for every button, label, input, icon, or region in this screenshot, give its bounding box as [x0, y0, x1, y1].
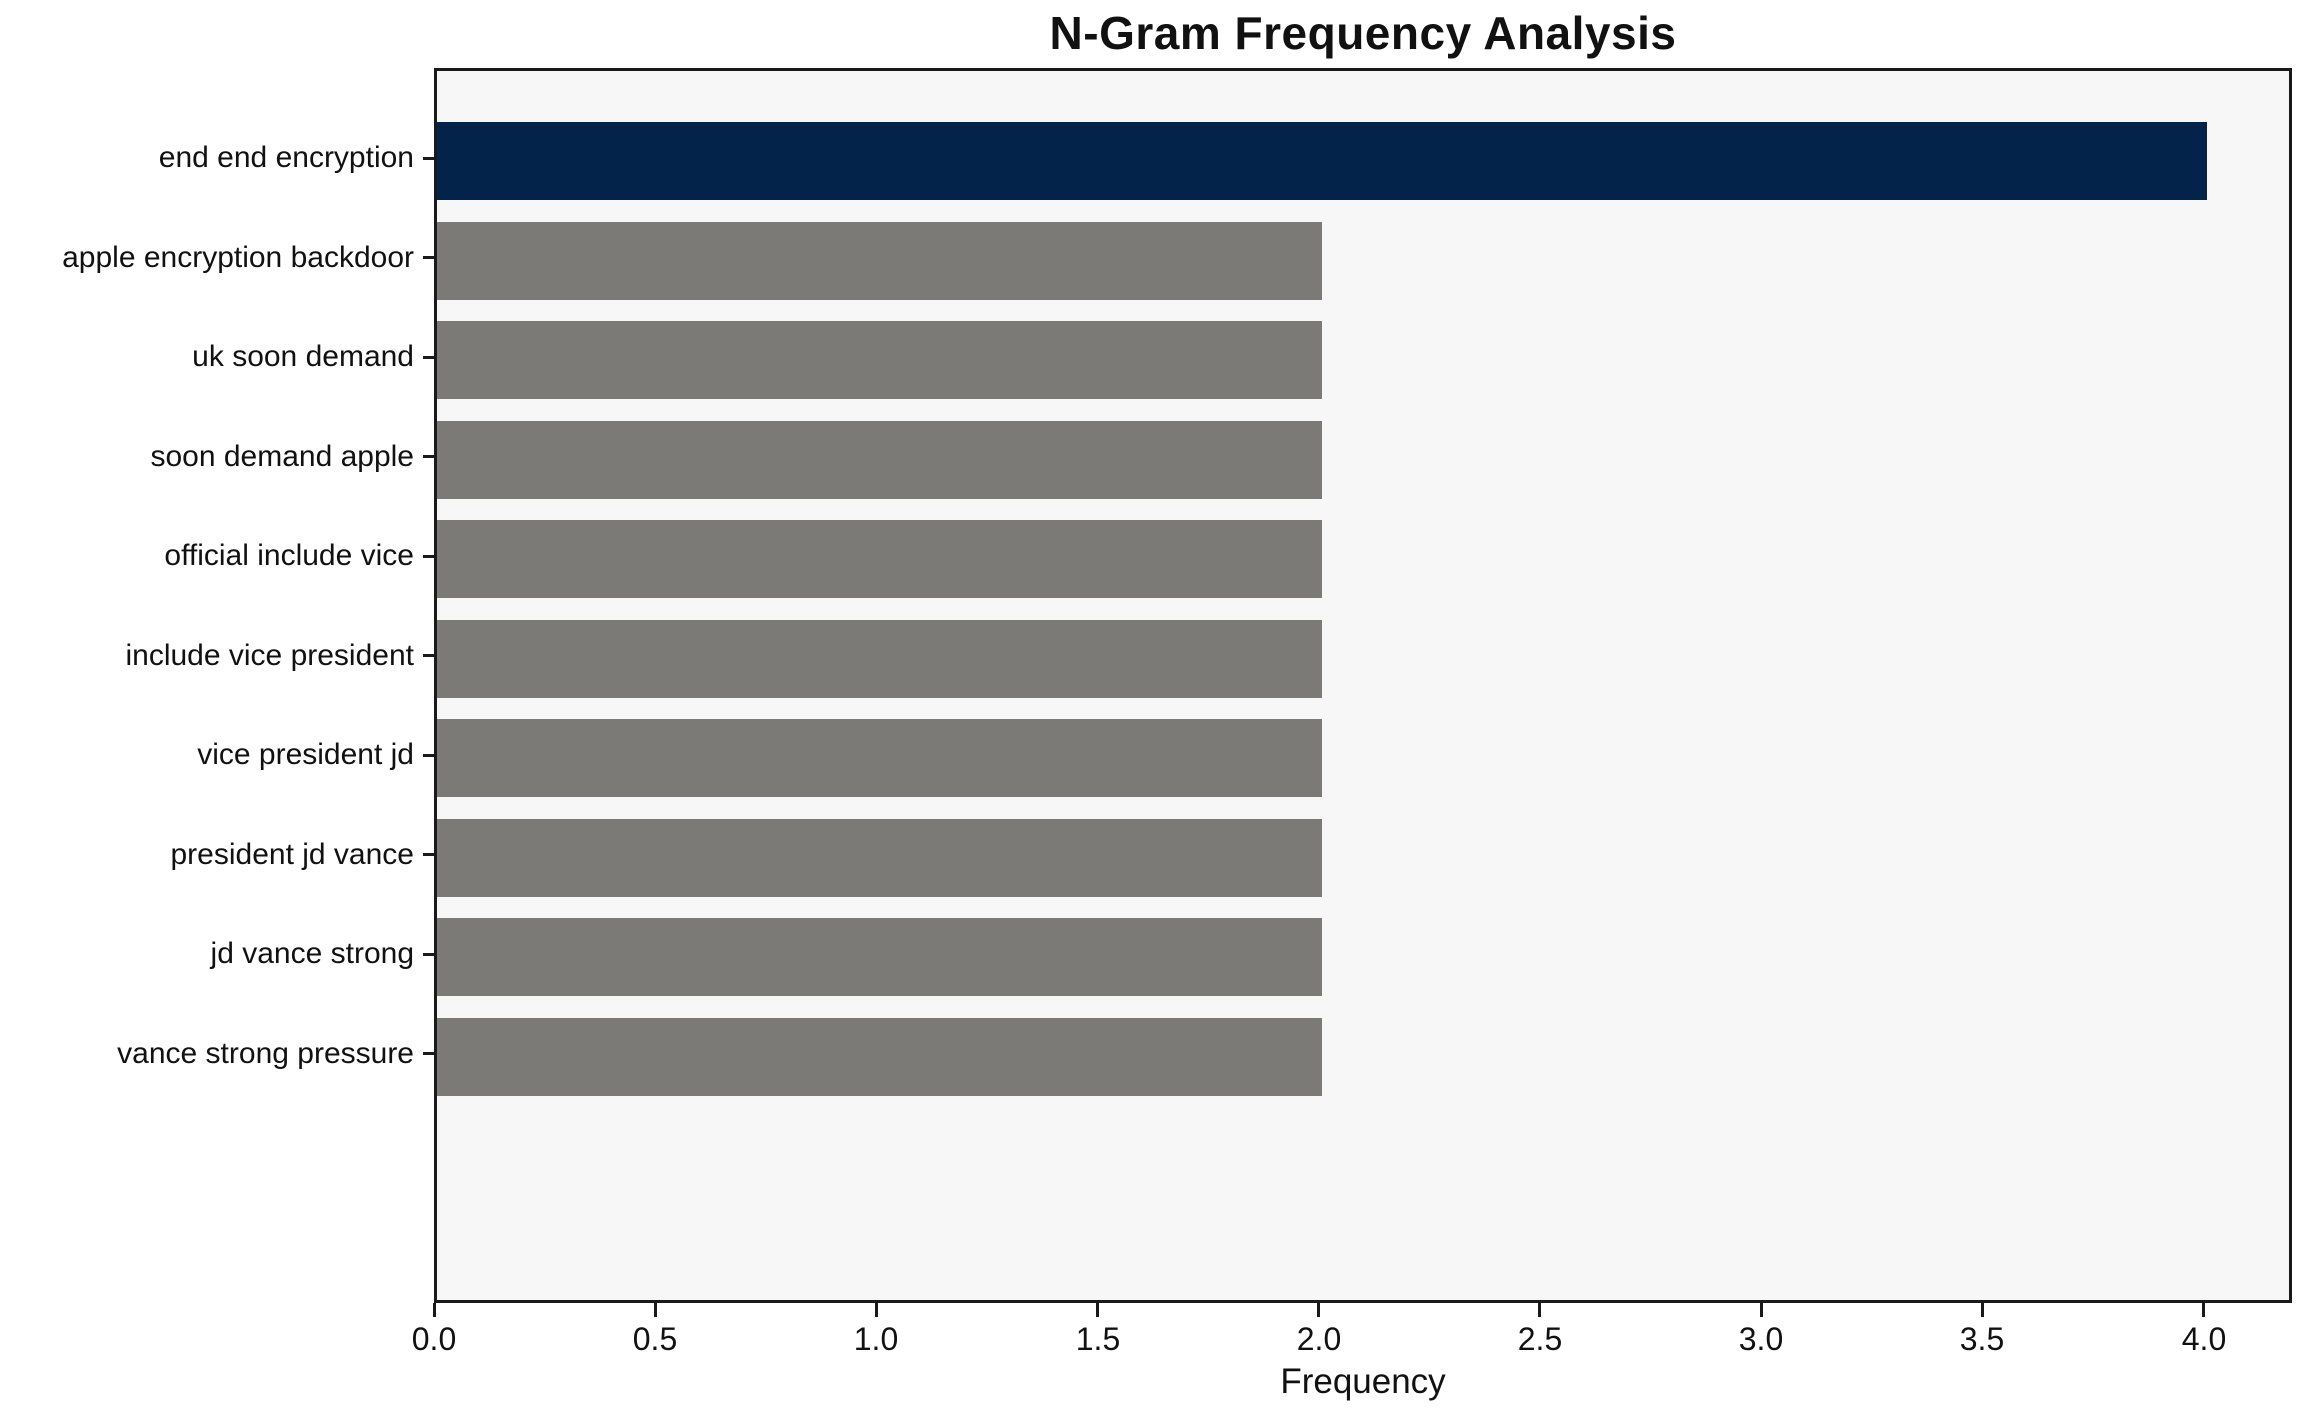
- x-tick-mark: [654, 1303, 657, 1317]
- bar-row: [437, 719, 2289, 797]
- x-tick-mark: [433, 1303, 436, 1317]
- bar: [437, 520, 1322, 598]
- bar-row: [437, 122, 2289, 200]
- bar: [437, 619, 1322, 698]
- bar: [437, 818, 1322, 897]
- y-tick-mark: [423, 1052, 434, 1055]
- y-tick-label: president jd vance: [170, 837, 415, 871]
- x-axis-title: Frequency: [1280, 1362, 1446, 1401]
- x-tick-mark: [1317, 1303, 1320, 1317]
- y-tick-label: apple encryption backdoor: [62, 240, 414, 274]
- y-tick-label: vance strong pressure: [117, 1036, 414, 1070]
- y-tick-mark: [423, 754, 434, 757]
- bar: [437, 122, 2207, 200]
- x-tick-mark: [1096, 1303, 1099, 1317]
- bar-row: [437, 619, 2289, 698]
- y-tick-label: uk soon demand: [192, 340, 414, 373]
- y-tick-mark: [423, 654, 434, 657]
- x-tick-label: 2.5: [1517, 1321, 1563, 1357]
- y-tick-label: soon demand apple: [150, 439, 414, 473]
- x-tick-mark: [1760, 1303, 1763, 1317]
- y-tick-label: vice president jd: [197, 738, 414, 771]
- chart-title: N-Gram Frequency Analysis: [1049, 7, 1677, 59]
- bar-row: [437, 221, 2289, 300]
- bar: [437, 321, 1322, 399]
- y-tick-mark: [423, 953, 434, 956]
- x-tick-label: 2.0: [1296, 1321, 1342, 1357]
- x-tick-mark: [1981, 1303, 1984, 1317]
- x-tick-label: 0.5: [632, 1321, 678, 1357]
- x-tick-label: 1.0: [853, 1321, 899, 1357]
- bar-row: [437, 520, 2289, 598]
- x-tick-mark: [2202, 1303, 2205, 1317]
- bar: [437, 719, 1322, 797]
- y-tick-mark: [423, 455, 434, 458]
- bar-row: [437, 918, 2289, 996]
- bar-row: [437, 321, 2289, 399]
- bar-row: [437, 818, 2289, 897]
- bar: [437, 420, 1322, 499]
- x-tick-label: 1.5: [1075, 1321, 1121, 1357]
- y-tick-label: jd vance strong: [210, 937, 414, 970]
- y-tick-label: official include vice: [164, 539, 414, 572]
- bar-row: [437, 420, 2289, 499]
- x-tick-label: 4.0: [2181, 1321, 2227, 1357]
- bar-row: [437, 1017, 2289, 1096]
- x-tick-label: 0.0: [411, 1321, 457, 1357]
- x-tick-label: 3.0: [1738, 1321, 1784, 1357]
- y-tick-mark: [423, 356, 434, 359]
- y-tick-label: include vice president: [125, 638, 414, 672]
- y-tick-label: end end encryption: [158, 141, 414, 174]
- bar: [437, 918, 1322, 996]
- bar: [437, 221, 1322, 300]
- y-tick-mark: [423, 853, 434, 856]
- bar: [437, 1017, 1322, 1096]
- y-tick-mark: [423, 157, 434, 160]
- plot-area: [434, 68, 2292, 1303]
- y-tick-mark: [423, 256, 434, 259]
- x-tick-mark: [875, 1303, 878, 1317]
- x-tick-mark: [1538, 1303, 1541, 1317]
- x-tick-label: 3.5: [1959, 1321, 2005, 1357]
- y-tick-mark: [423, 555, 434, 558]
